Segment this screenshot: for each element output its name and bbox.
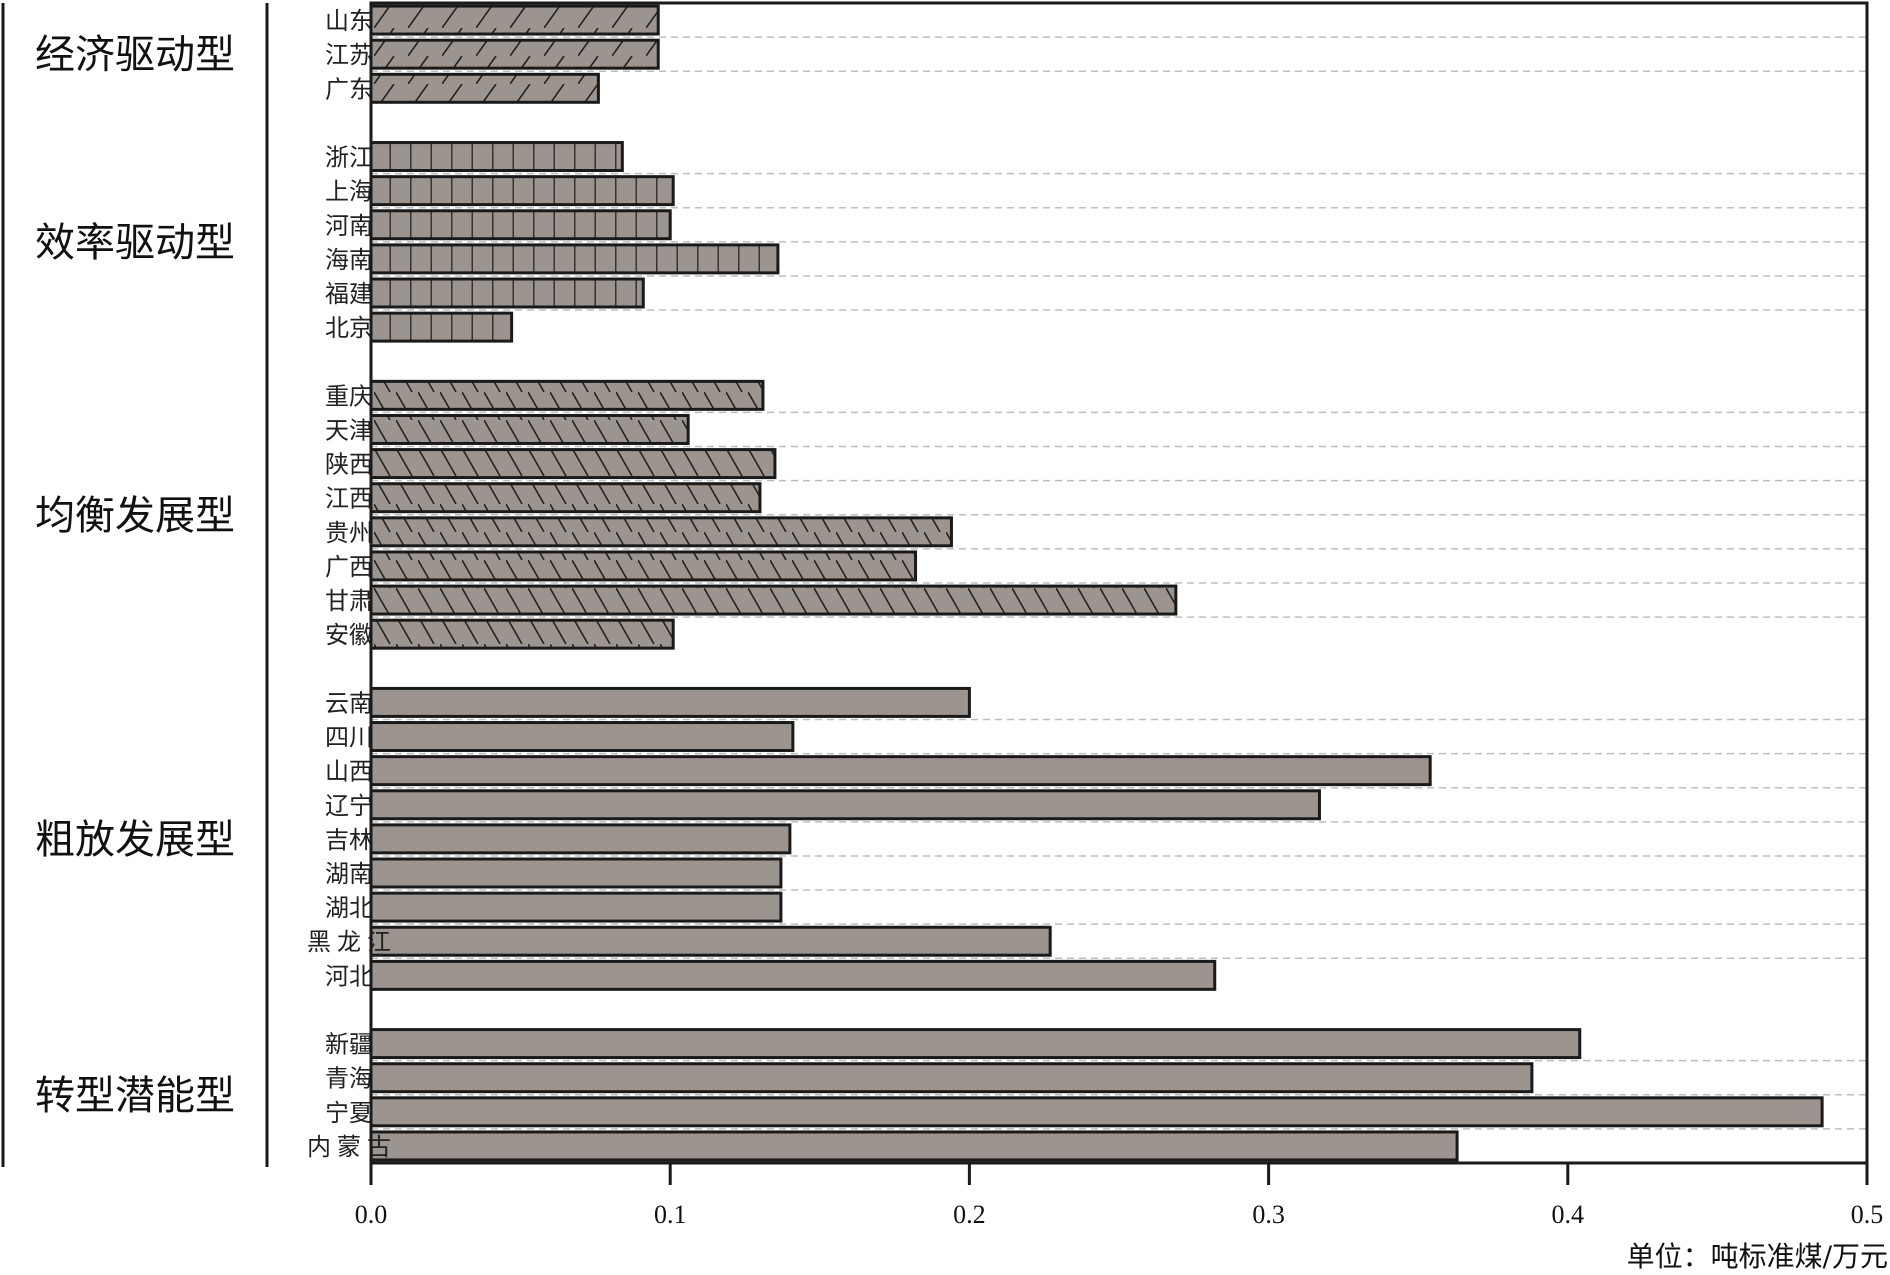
bar-江西 (369, 482, 762, 514)
province-label: 河北 (325, 962, 373, 990)
bar-福建 (369, 277, 645, 309)
province-label: 山西 (325, 758, 373, 786)
province-label: 甘肃 (325, 587, 373, 615)
bar-湖南 (369, 857, 783, 889)
province-label: 贵州 (325, 519, 373, 547)
bar-广西 (369, 550, 918, 582)
province-label: 海南 (325, 246, 373, 274)
unit-label: 单位：吨标准煤/万元 (1627, 1240, 1888, 1273)
province-label: 新疆 (325, 1031, 373, 1059)
bar-甘肃 (369, 584, 1178, 616)
group-label: 转型潜能型 (35, 1073, 235, 1119)
bar-北京 (369, 311, 514, 343)
province-label: 河南 (325, 212, 373, 240)
x-tick-label: 0.5 (1851, 1200, 1884, 1229)
bar-云南 (369, 686, 971, 718)
province-label: 青海 (325, 1065, 373, 1093)
bar-四川 (369, 721, 795, 753)
bar-黑龙江 (369, 925, 1052, 957)
bar-贵州 (369, 516, 953, 548)
group-label: 均衡发展型 (35, 493, 235, 539)
bar-新疆 (369, 1028, 1582, 1060)
bar-重庆 (369, 379, 765, 411)
province-label: 上海 (325, 178, 373, 206)
bar-河北 (369, 959, 1217, 991)
province-label: 江苏 (325, 41, 373, 69)
province-label: 福建 (325, 280, 373, 308)
province-label: 吉林 (325, 826, 373, 854)
x-tick-label: 0.0 (355, 1200, 388, 1229)
group-label: 经济驱动型 (35, 32, 235, 78)
x-tick-label: 0.4 (1552, 1200, 1585, 1229)
province-label: 广东 (325, 75, 373, 103)
province-label: 山东 (325, 7, 373, 35)
bar-上海 (369, 175, 675, 207)
bar-山东 (369, 4, 660, 36)
province-label: 广西 (325, 553, 373, 581)
bar-安徽 (369, 618, 675, 650)
province-labels: 山东江苏广东浙江上海河南海南福建北京重庆天津陕西江西贵州广西甘肃安徽云南四川山西… (307, 7, 391, 1161)
bar-辽宁 (369, 789, 1321, 821)
province-label: 湖南 (325, 860, 373, 888)
bar-广东 (369, 72, 600, 104)
province-label: 宁夏 (325, 1099, 373, 1127)
bar-内蒙古 (369, 1130, 1459, 1162)
province-label: 江西 (325, 485, 373, 513)
province-label: 云南 (325, 689, 373, 717)
province-label: 天津 (325, 416, 373, 444)
province-label: 北京 (325, 314, 373, 342)
bar-浙江 (369, 141, 624, 173)
province-label: 四川 (325, 724, 373, 752)
province-label: 安徽 (325, 621, 373, 649)
province-label: 湖北 (325, 894, 373, 922)
bar-吉林 (369, 823, 792, 855)
x-tick-label: 0.2 (953, 1200, 986, 1229)
group-label: 效率驱动型 (35, 220, 235, 266)
bar-宁夏 (369, 1096, 1824, 1128)
bar-陕西 (369, 448, 777, 480)
bar-湖北 (369, 891, 783, 923)
province-label: 陕西 (325, 451, 373, 479)
plot-frame (369, 1, 1869, 1165)
bar-天津 (369, 413, 690, 445)
bar-河南 (369, 209, 672, 241)
bar-海南 (369, 243, 780, 275)
bar-青海 (369, 1062, 1534, 1094)
x-tick-label: 0.1 (654, 1200, 687, 1229)
group-label: 粗放发展型 (35, 817, 235, 863)
x-tick-label: 0.3 (1252, 1200, 1285, 1229)
grid-lines (371, 36, 1867, 1130)
bars (369, 4, 1824, 1162)
x-axis-ticks: 0.0 0.1 0.2 0.3 0.4 0.5 (355, 1163, 1884, 1229)
province-label: 浙江 (325, 144, 373, 172)
province-label: 重庆 (325, 382, 373, 410)
province-label: 辽宁 (325, 792, 373, 820)
bar-山西 (369, 755, 1432, 787)
bar-江苏 (369, 38, 660, 70)
province-label: 内蒙古 (307, 1133, 391, 1161)
province-label: 黑龙江 (307, 928, 391, 956)
